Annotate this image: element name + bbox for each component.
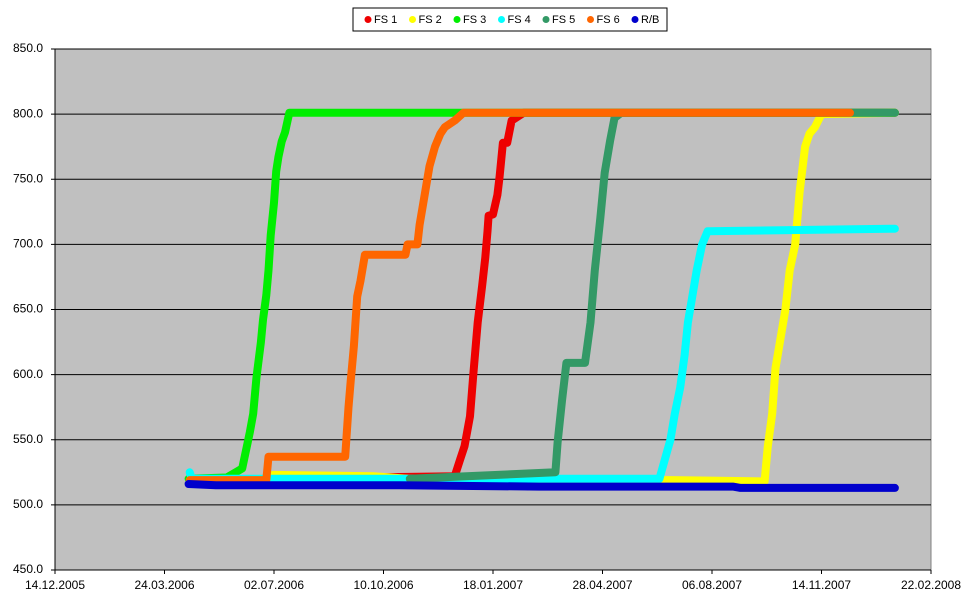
x-tick-label: 02.07.2006 [244,578,304,592]
y-tick-label: 650.0 [13,302,43,316]
x-tick-label: 18.01.2007 [463,578,523,592]
y-tick-label: 550.0 [13,432,43,446]
x-tick-label: 28.04.2007 [572,578,632,592]
series-trace [185,108,854,485]
axes: 450.0 500.0 550.0 600.0 650.0 700.0 750.0 800.0… [13,41,961,592]
legend-label: FS 5 [552,14,575,26]
legend-label: FS 4 [508,14,531,26]
series-trace [405,108,899,483]
legend-label: R/B [641,14,659,26]
series-trace [185,108,899,485]
legend: FS 1 FS 2 FS 3 FS 4 FS 5 FS 6 R/B [364,14,659,26]
series-layer [184,108,899,492]
legend-marker [498,16,505,23]
x-tick-label: 24.03.2006 [134,578,194,592]
legend-label: FS 3 [463,14,486,26]
legend-marker [364,16,372,23]
legend-marker [587,16,594,23]
y-tick-label: 800.0 [13,106,43,120]
legend-marker [631,16,639,23]
x-tick-label: 22.02.2008 [901,578,961,592]
legend-marker [453,16,461,23]
legend-label: FS 2 [419,14,442,26]
x-tick-label: 06.08.2007 [682,578,742,592]
series-trace [184,108,899,483]
y-tick-label: 600.0 [13,367,43,381]
series-trace [184,480,899,492]
y-tick-label: 700.0 [13,237,43,251]
y-tick-label: 450.0 [13,562,43,576]
legend-label: FS 1 [374,14,397,26]
x-tick-label: 14.11.2007 [792,578,851,592]
y-tick-label: 750.0 [13,171,43,185]
legend-label: FS 6 [597,14,620,26]
legend-marker [542,16,550,23]
legend-box [352,7,668,32]
y-tick-label: 500.0 [13,497,43,511]
legend-marker [409,16,416,23]
y-tick-label: 850.0 [13,41,43,55]
x-tick-label: 10.10.2006 [353,578,413,592]
x-tick-label: 14.12.2005 [25,578,85,592]
